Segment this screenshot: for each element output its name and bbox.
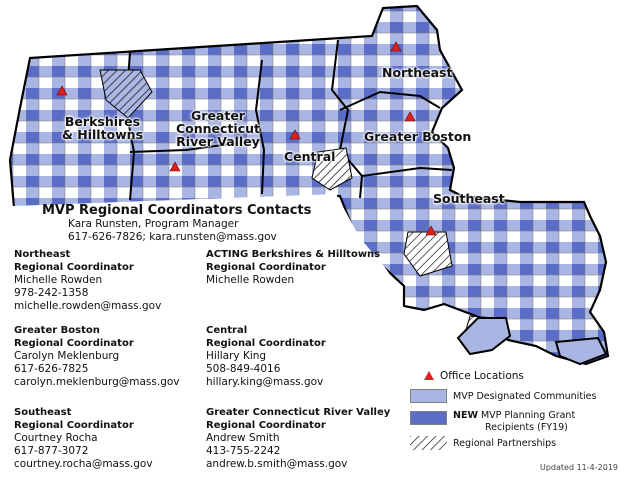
coordinator-email[interactable]: carolyn.meklenburg@mass.gov [14,376,180,388]
program-manager-contact: 617-626-7826; kara.runsten@mass.gov [68,231,277,243]
office-marker-central [289,129,301,140]
office-marker-gcrv [169,161,181,172]
contacts-heading: MVP Regional Coordinators Contacts [42,203,312,218]
legend-designated-label: MVP Designated Communities [453,390,597,402]
office-marker-berkshires [56,85,68,96]
office-marker-northeast [390,41,402,52]
coordinator-email[interactable]: andrew.b.smith@mass.gov [206,458,348,470]
coordinator-role: Regional Coordinator [14,262,134,273]
region-label-southeast: Southeast [433,191,505,206]
region-label-gcrv: Greater Connecticut River Valley [176,109,260,148]
coordinator-northeast: Northeast Regional Coordinator Michelle … [14,248,161,313]
coordinator-phone: 508-849-4016 [206,363,281,375]
coordinator-role: Regional Coordinator [206,338,326,349]
coordinator-email[interactable]: courtney.rocha@mass.gov [14,458,153,470]
coordinator-role: Regional Coordinator [14,420,134,431]
region-label-northeast: Northeast [382,65,453,80]
coordinator-role: Regional Coordinator [14,338,134,349]
coordinator-title: Northeast [14,249,71,260]
coordinator-southeast: Southeast Regional Coordinator Courtney … [14,406,153,471]
legend-planning-new: NEW [453,410,478,421]
region-label-berkshires-line1: Berkshires [64,114,141,129]
coordinator-phone: 413-755-2242 [206,445,281,457]
coordinator-name: Carolyn Meklenburg [14,350,120,362]
legend-partnerships-swatch [410,436,447,450]
legend-office-triangle [424,371,434,380]
coordinator-email[interactable]: michelle.rowden@mass.gov [14,300,162,312]
legend-designated-swatch [410,389,447,403]
office-markers [56,41,437,236]
coordinator-phone: 978-242-1358 [14,287,89,299]
office-marker-boston [404,111,416,122]
coordinator-name: Andrew Smith [206,432,280,444]
text-backdrop [0,194,402,479]
coordinator-name: Michelle Rowden [14,274,103,286]
legend-designated: MVP Designated Communities [410,389,596,403]
region-label-berkshires: Berkshires & Hilltowns [62,115,143,141]
coordinator-role: Regional Coordinator [206,262,326,273]
legend-partnerships-label: Regional Partnerships [453,437,557,449]
coordinator-title: ACTING Berkshires & Hilltowns [206,249,381,260]
coordinator-berkshires: ACTING Berkshires & Hilltowns Regional C… [206,248,380,287]
coordinator-role: Regional Coordinator [206,420,326,431]
legend-planning-swatch [410,411,447,425]
coordinator-phone: 617-877-3072 [14,445,89,457]
coordinator-title: Greater Connecticut River Valley [206,407,391,418]
region-label-gcrv-line2: Connecticut [176,121,260,136]
coordinator-title: Southeast [14,407,72,418]
marthas-vineyard [456,317,512,356]
office-marker-southeast [425,225,437,236]
coordinator-title: Central [206,325,248,336]
coordinator-email[interactable]: hillary.king@mass.gov [206,376,324,388]
region-label-gcrv-line1: Greater [191,108,245,123]
coordinator-name: Hillary King [206,350,267,362]
region-label-gcrv-line3: River Valley [176,134,260,149]
region-label-central: Central [284,149,336,164]
program-manager: Kara Runsten, Program Manager [68,218,239,230]
coordinator-name: Courtney Rocha [14,432,98,444]
region-label-greater-boston: Greater Boston [364,129,472,144]
updated-date: Updated 11-4-2019 [540,463,618,472]
legend-planning-label-2: Recipients (FY19) [485,422,568,433]
coordinator-gcrv: Greater Connecticut River Valley Regiona… [206,406,390,471]
nantucket [554,336,608,366]
legend-planning-label-1: MVP Planning Grant [480,410,576,421]
legend-planning: NEW MVP Planning Grant Recipients (FY19) [410,410,575,434]
legend-partnerships: Regional Partnerships [410,436,556,450]
coordinator-name: Michelle Rowden [206,274,295,286]
coordinator-title: Greater Boston [14,325,100,336]
coordinator-phone: 617-626-7825 [14,363,89,375]
coordinator-central: Central Regional Coordinator Hillary Kin… [206,324,326,389]
region-label-berkshires-line2: & Hilltowns [62,127,144,142]
coordinator-greater-boston: Greater Boston Regional Coordinator Caro… [14,324,180,389]
legend-office-label: Office Locations [440,370,524,382]
